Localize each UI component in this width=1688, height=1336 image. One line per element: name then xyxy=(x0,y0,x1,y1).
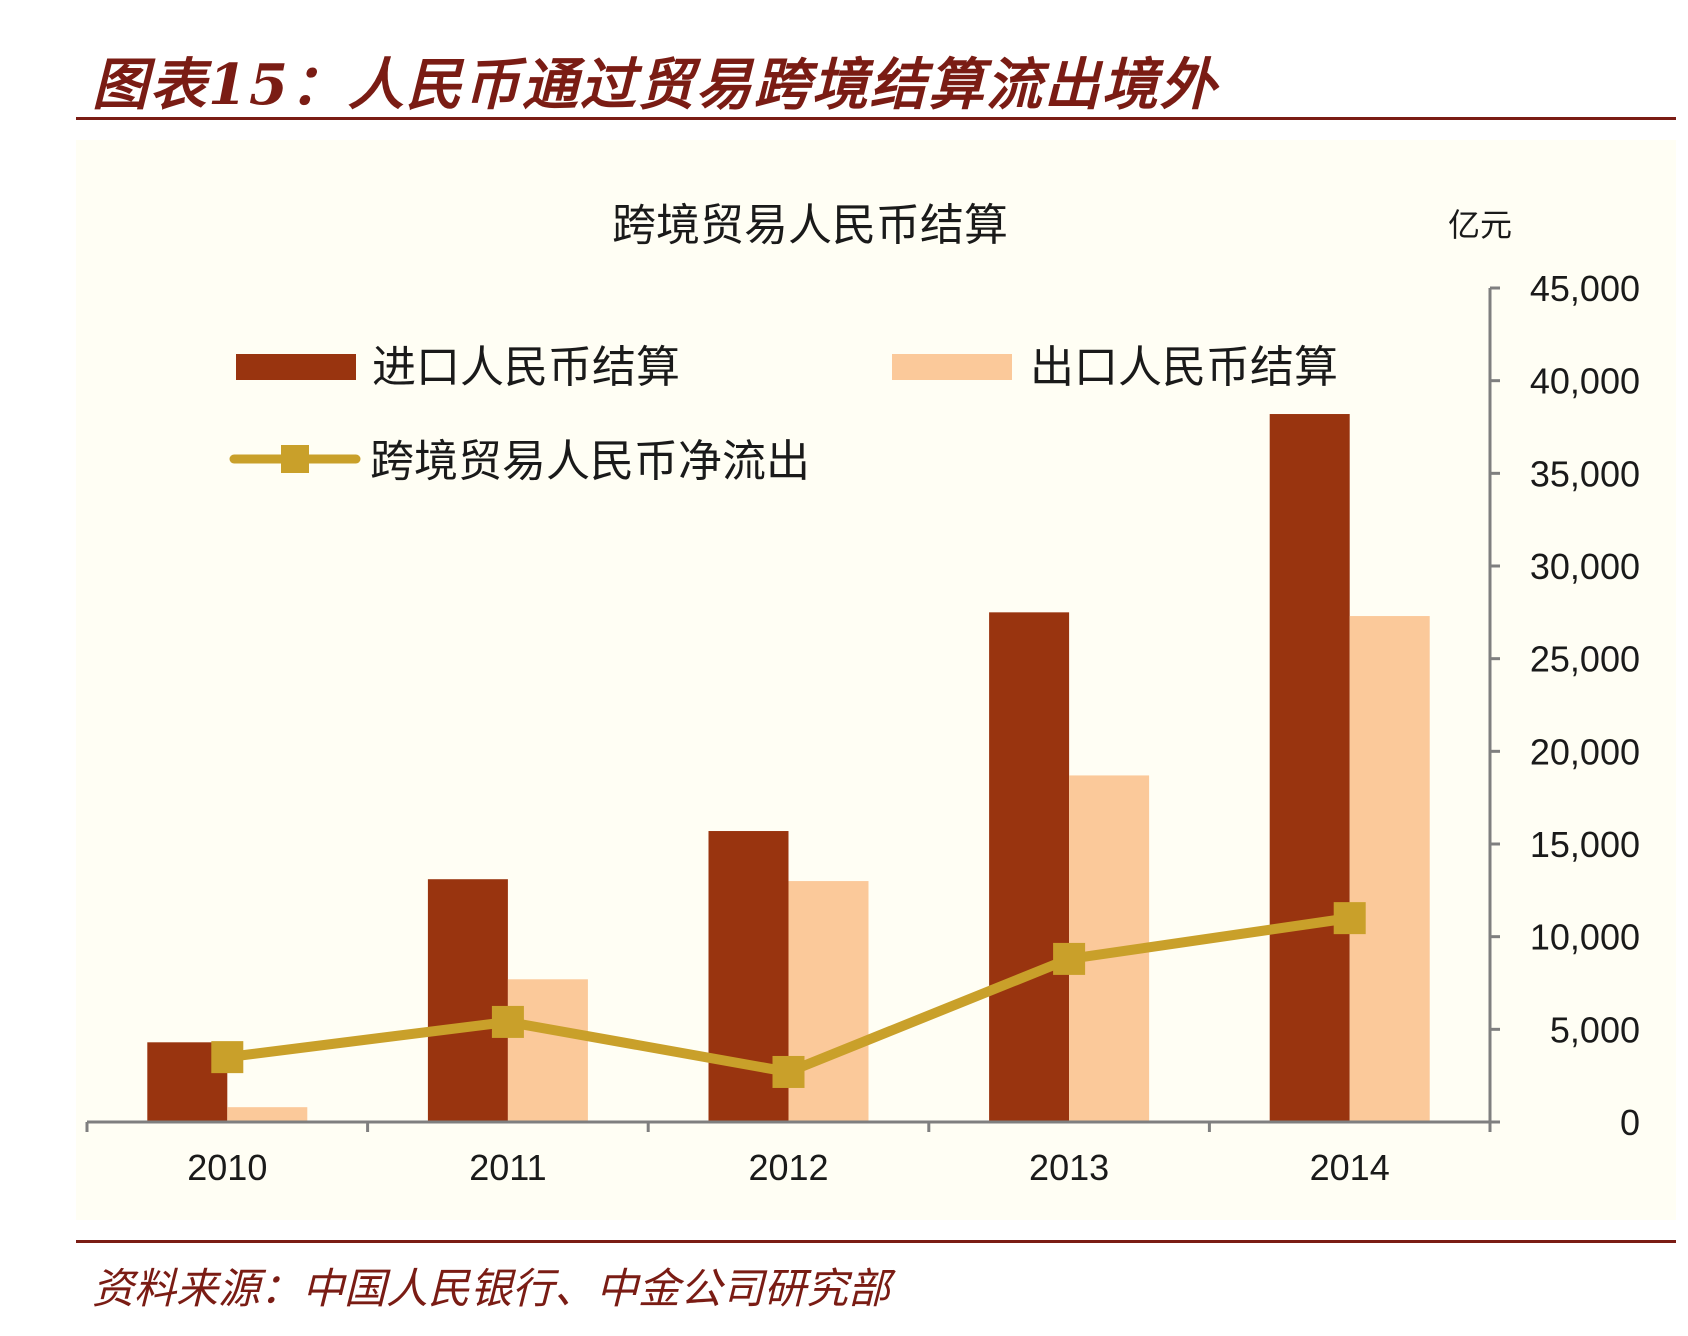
export-bar-2014 xyxy=(1349,616,1430,1122)
y-tick-label: 15,000 xyxy=(1530,824,1640,865)
plot-area: 2010 2011 2012 2013 2014 45,000 40,000 35,000 30… xyxy=(85,268,1640,1188)
y-tick-label: 40,000 xyxy=(1530,361,1640,402)
unit-label: 亿元 xyxy=(1448,206,1512,244)
y-tick-label: 5,000 xyxy=(1550,1009,1640,1050)
y-tick-label: 0 xyxy=(1620,1102,1640,1143)
y-tick-label: 25,000 xyxy=(1530,639,1640,680)
legend-label-net: 跨境贸易人民币净流出 xyxy=(370,436,810,487)
y-tick-label: 35,000 xyxy=(1530,453,1640,494)
legend-label-import: 进口人民币结算 xyxy=(372,342,680,393)
legend-swatch-import xyxy=(236,354,356,380)
x-tick-label-2013: 2013 xyxy=(1029,1147,1109,1188)
figure-title: 图表15：人民币通过贸易跨境结算流出境外 xyxy=(92,52,1218,118)
legend-swatch-net-marker xyxy=(281,445,309,473)
import-bar-2014 xyxy=(1269,414,1350,1122)
net-outflow-marker-2012 xyxy=(772,1055,805,1088)
net-outflow-marker-2011 xyxy=(491,1005,524,1038)
source-note: 资料来源：中国人民银行、中金公司研究部 xyxy=(92,1264,891,1313)
y-tick-label: 45,000 xyxy=(1530,268,1640,309)
net-outflow-marker-2013 xyxy=(1053,942,1086,975)
x-tick-label-2010: 2010 xyxy=(187,1147,267,1188)
import-bar-2011 xyxy=(427,879,508,1122)
title-divider xyxy=(76,117,1676,120)
y-tick-label: 30,000 xyxy=(1530,546,1640,587)
chart-legend: 进口人民币结算 出口人民币结算 跨境贸易人民币净流出 xyxy=(229,342,1338,487)
chart-title: 跨境贸易人民币结算 xyxy=(612,200,1008,251)
net-outflow-marker-2010 xyxy=(211,1041,244,1074)
y-tick-label: 10,000 xyxy=(1530,917,1640,958)
export-bar-2010 xyxy=(227,1107,308,1122)
x-tick-label-2011: 2011 xyxy=(469,1147,546,1188)
y-tick-label: 20,000 xyxy=(1530,731,1640,772)
x-tick-label-2014: 2014 xyxy=(1310,1147,1390,1188)
x-tick-label-2012: 2012 xyxy=(748,1147,828,1188)
import-bar-2013 xyxy=(989,612,1070,1122)
legend-label-export: 出口人民币结算 xyxy=(1030,342,1338,393)
legend-swatch-export xyxy=(892,354,1012,380)
net-outflow-marker-2014 xyxy=(1333,902,1366,935)
export-bar-2011 xyxy=(507,979,588,1122)
footer-divider xyxy=(76,1240,1676,1243)
